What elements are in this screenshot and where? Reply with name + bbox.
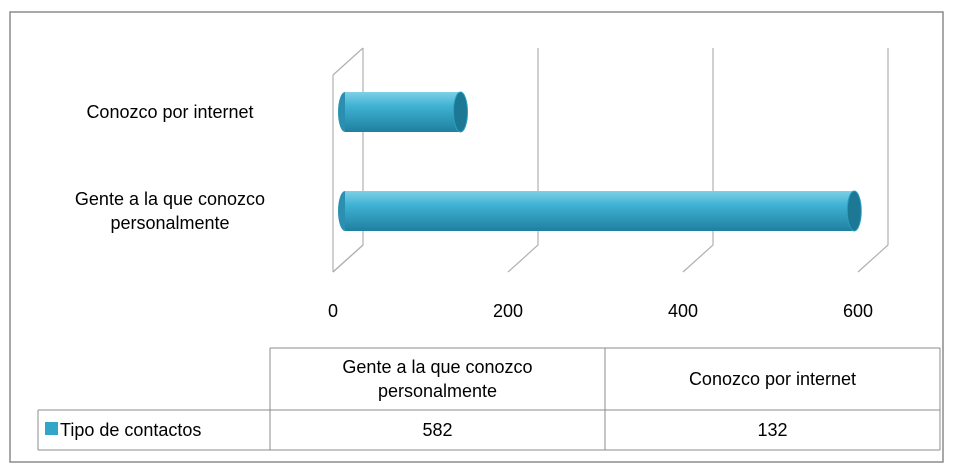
x-tick-label: 200: [493, 301, 523, 321]
bar-group: [338, 190, 862, 232]
table-header: Gente a la que conozco personalmente: [342, 357, 533, 401]
chart-border: [9, 11, 944, 463]
y-tick-label: Conozco por internet: [86, 102, 254, 122]
y-tick-label: Gente a la que conozco personalmente: [74, 189, 266, 233]
table-cell: 582: [422, 420, 453, 440]
legend-label: Tipo de contactos: [60, 420, 202, 440]
bar-group: [338, 91, 468, 133]
bar-cap-end: [453, 91, 468, 133]
bar: [345, 191, 855, 231]
grid-line: [857, 48, 889, 273]
grid-line: [507, 48, 539, 273]
table-cell: 132: [757, 420, 788, 440]
grid-line: [682, 48, 714, 273]
bar-cap-end: [846, 190, 862, 232]
legend-key: [45, 422, 58, 435]
table-header: Conozco por internet: [688, 369, 857, 389]
bar: [345, 92, 461, 132]
x-tick-label: 600: [843, 301, 873, 321]
x-tick-label: 400: [668, 301, 698, 321]
x-tick-label: 0: [328, 301, 338, 321]
